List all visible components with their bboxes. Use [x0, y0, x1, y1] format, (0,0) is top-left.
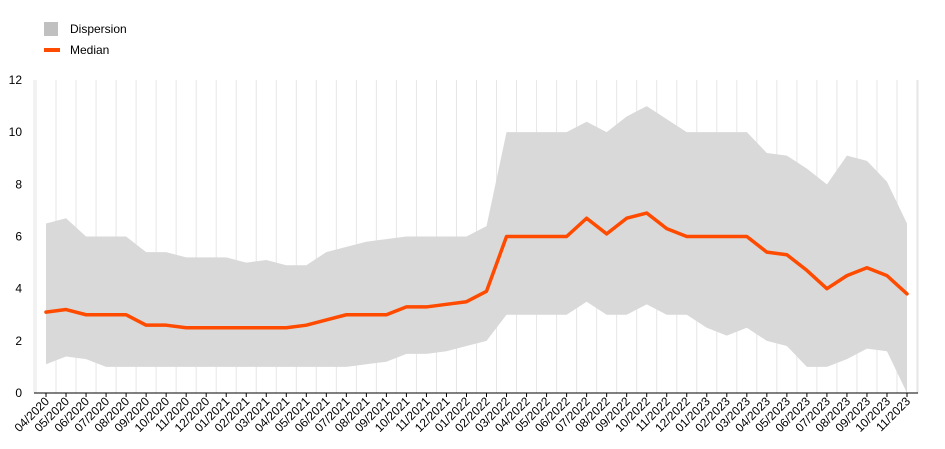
dispersion-band [46, 106, 907, 393]
y-tick-label: 8 [15, 177, 22, 191]
x-axis: 04/202005/202006/202007/202008/202009/20… [12, 392, 918, 435]
legend: Dispersion Median [44, 22, 127, 57]
legend-label-dispersion: Dispersion [70, 22, 127, 36]
legend-swatch-dispersion [44, 22, 58, 36]
dispersion-band-layer [46, 106, 907, 393]
y-tick-label: 4 [15, 282, 22, 296]
median-line-layer [44, 211, 909, 330]
median-line [44, 211, 909, 330]
y-tick-label: 2 [15, 334, 22, 348]
y-tick-label: 10 [9, 125, 23, 139]
y-tick-label: 12 [9, 73, 23, 87]
y-axis: 0 2 4 6 8 10 12 [9, 73, 23, 400]
y-tick-label: 0 [15, 386, 22, 400]
legend-label-median: Median [70, 43, 109, 57]
y-tick-label: 6 [15, 230, 22, 244]
